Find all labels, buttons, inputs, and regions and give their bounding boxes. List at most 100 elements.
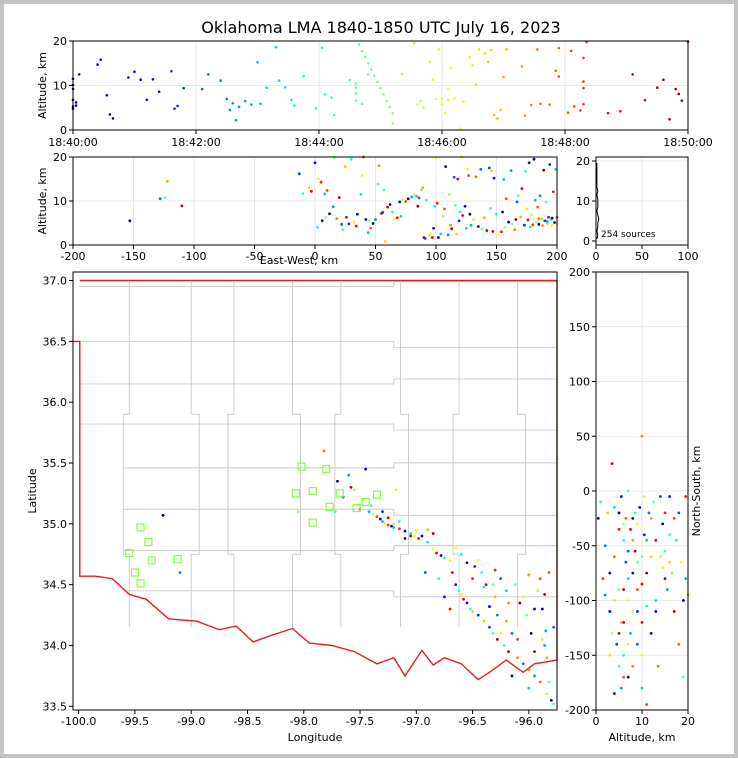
ew-altitude-point bbox=[376, 182, 380, 186]
ew-altitude-point bbox=[417, 196, 421, 200]
ew-altitude-point bbox=[520, 187, 524, 191]
time-altitude-point bbox=[582, 80, 585, 83]
time-altitude-point bbox=[231, 102, 235, 105]
ns-y-tick-label: 200 bbox=[569, 266, 590, 279]
plan-source-point bbox=[420, 534, 424, 538]
ew-altitude-point bbox=[447, 193, 451, 196]
plan-source-point bbox=[465, 601, 469, 605]
ns-altitude-point bbox=[677, 642, 681, 646]
time-altitude-point bbox=[437, 48, 441, 51]
time-altitude-point bbox=[330, 96, 333, 99]
hist-curve bbox=[596, 163, 600, 240]
station-marker bbox=[291, 489, 300, 498]
ew-altitude-point bbox=[457, 219, 461, 223]
ew-altitude-point bbox=[497, 233, 501, 237]
time-altitude-point bbox=[108, 113, 112, 116]
county-boundary bbox=[123, 462, 557, 469]
ew-x-tick-label: -200 bbox=[61, 250, 86, 263]
ew-altitude-point bbox=[366, 231, 370, 235]
ns-altitude-point bbox=[659, 555, 662, 559]
plan-source-point bbox=[398, 527, 401, 531]
ns-altitude-point bbox=[622, 653, 625, 657]
ns-altitude-point bbox=[645, 703, 648, 706]
plan-y-tick-label: 33.5 bbox=[43, 700, 68, 713]
ew-altitude-point bbox=[536, 205, 540, 209]
ew-altitude-point bbox=[515, 200, 519, 204]
ns-altitude-point bbox=[610, 631, 614, 635]
ew-altitude-point bbox=[377, 164, 381, 168]
ns-altitude-point bbox=[619, 495, 623, 498]
ew-x-tick-label: -150 bbox=[121, 250, 146, 263]
plan-source-point bbox=[439, 554, 443, 557]
ew-altitude-point bbox=[319, 180, 323, 184]
plan-source-point bbox=[178, 571, 182, 574]
station-marker bbox=[173, 555, 182, 564]
time-y-tick-label: 20 bbox=[53, 35, 67, 48]
ns-altitude-point bbox=[645, 538, 648, 542]
ns-altitude-point bbox=[640, 582, 644, 586]
time-altitude-point bbox=[566, 111, 570, 114]
state-boundary bbox=[73, 279, 558, 681]
plan-source-point bbox=[381, 520, 384, 523]
ns-x-axis-label: Altitude, km bbox=[608, 731, 675, 744]
plan-source-point bbox=[412, 534, 416, 538]
ew-altitude-point bbox=[301, 192, 305, 195]
hist-x-tick-label: 100 bbox=[678, 250, 699, 263]
time-altitude-point bbox=[277, 79, 281, 82]
ns-altitude-point bbox=[670, 571, 674, 575]
station-marker bbox=[322, 465, 331, 474]
plan-source-point bbox=[529, 631, 533, 635]
ns-altitude-point bbox=[652, 500, 655, 504]
ns-altitude-point bbox=[636, 642, 639, 646]
plan-source-point bbox=[527, 686, 531, 690]
ew-altitude-point bbox=[547, 215, 550, 219]
hist-y-tick-label: 20 bbox=[576, 155, 590, 168]
time-altitude-point bbox=[157, 90, 161, 94]
county-boundary bbox=[227, 282, 235, 628]
ew-altitude-point bbox=[522, 223, 526, 227]
time-x-tick-label: 18:44:00 bbox=[294, 136, 343, 149]
time-altitude-point bbox=[265, 86, 269, 90]
time-altitude-point bbox=[237, 105, 241, 109]
ns-altitude-point bbox=[642, 533, 646, 537]
ns-y-tick-label: 100 bbox=[569, 376, 590, 389]
plan-y-tick-label: 34.5 bbox=[43, 579, 68, 592]
plan-source-point bbox=[480, 571, 483, 574]
ew-altitude-point bbox=[341, 228, 345, 232]
station-marker bbox=[130, 568, 140, 577]
plan-source-point bbox=[525, 613, 529, 617]
ew-altitude-point bbox=[323, 192, 327, 196]
time-altitude-point bbox=[105, 93, 109, 97]
ew-altitude-point bbox=[544, 200, 548, 204]
ns-altitude-point bbox=[672, 516, 676, 520]
county-boundary bbox=[78, 281, 557, 288]
ew-altitude-point bbox=[355, 212, 359, 216]
ew-altitude-point bbox=[399, 215, 403, 218]
time-altitude-point bbox=[655, 86, 659, 90]
ew-altitude-point bbox=[420, 188, 423, 192]
ew-altitude-point bbox=[463, 204, 467, 208]
plan-x-tick-label: -98.0 bbox=[290, 715, 318, 728]
time-altitude-point bbox=[471, 64, 475, 67]
station-marker bbox=[335, 489, 344, 498]
ns-altitude-point bbox=[631, 538, 635, 542]
time-altitude-point bbox=[631, 73, 634, 76]
time-altitude-point bbox=[323, 93, 327, 96]
ew-altitude-point bbox=[309, 189, 313, 193]
ns-altitude-point bbox=[684, 577, 688, 580]
ns-altitude-point bbox=[619, 686, 623, 690]
ns-y-tick-label: -150 bbox=[565, 649, 590, 662]
plan-source-point bbox=[499, 577, 503, 580]
time-altitude-point bbox=[366, 61, 370, 65]
time-altitude-point bbox=[416, 103, 419, 106]
ew-altitude-point bbox=[492, 176, 496, 180]
plan-source-point bbox=[473, 565, 477, 568]
time-altitude-point bbox=[582, 56, 585, 60]
plan-source-point bbox=[527, 668, 531, 672]
ns-y-tick-label: 150 bbox=[569, 321, 590, 334]
plan-source-point bbox=[347, 473, 351, 477]
ew-altitude-point bbox=[400, 198, 404, 202]
ew-altitude-point bbox=[307, 186, 311, 190]
ew-altitude-point bbox=[430, 236, 434, 239]
time-altitude-point bbox=[348, 78, 352, 82]
